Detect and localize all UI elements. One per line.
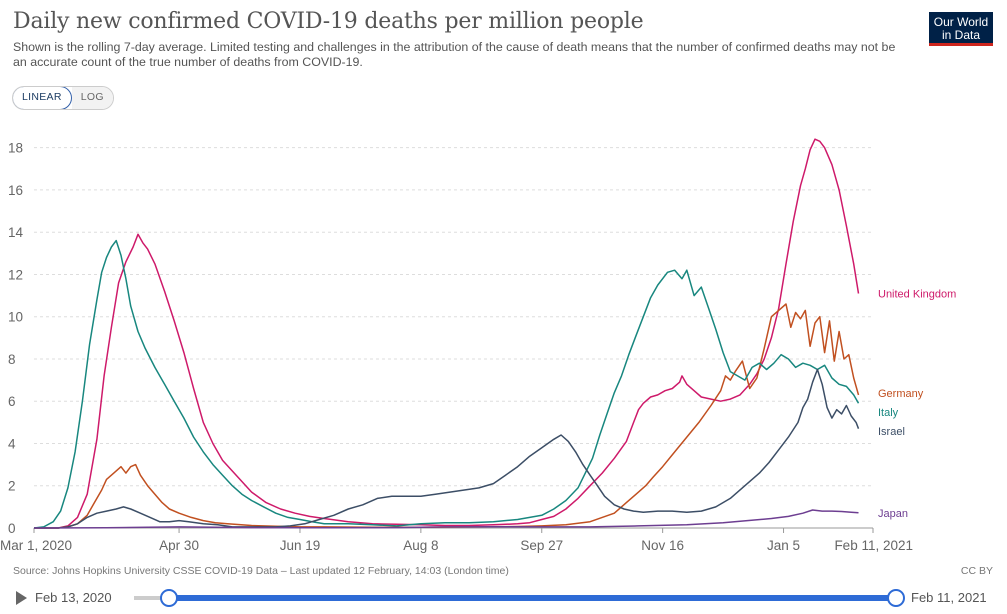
x-tick-label: Aug 8 — [403, 538, 438, 553]
chart-footer: Source: Johns Hopkins University CSSE CO… — [13, 565, 993, 577]
series-line-united-kingdom[interactable] — [34, 138, 860, 529]
y-tick-label: 0 — [8, 521, 16, 536]
y-tick-label: 4 — [8, 436, 16, 451]
timeline-slider: Feb 13, 2020 Feb 11, 2021 — [0, 586, 1007, 610]
timeline-start-label: Feb 13, 2020 — [35, 590, 112, 605]
series-label-israel[interactable]: Israel — [878, 426, 905, 438]
timeline-selected-range — [168, 595, 896, 601]
series-label-layer: United Kingdom Germany Italy Israel Japan — [878, 288, 956, 519]
y-tick-label: 12 — [8, 267, 23, 282]
linear-scale-button[interactable]: LINEAR — [12, 87, 72, 109]
timeline-end-handle[interactable] — [887, 589, 905, 607]
series-layer — [33, 138, 860, 529]
series-label-germany[interactable]: Germany — [878, 388, 924, 400]
x-tick-label: Apr 30 — [159, 538, 199, 553]
x-tick-label: Jan 5 — [767, 538, 800, 553]
logo-line-2: in Data — [941, 28, 981, 42]
series-line-japan[interactable] — [33, 509, 859, 529]
y-tick-label: 2 — [8, 479, 16, 494]
x-tick-label: Sep 27 — [520, 538, 563, 553]
y-tick-label: 14 — [8, 225, 24, 240]
y-tick-label: 6 — [8, 394, 16, 409]
line-chart: 0 2 4 6 8 10 12 14 16 18 Mar 1, 2020 Apr 30 Jun 19 Au… — [0, 138, 956, 553]
play-icon[interactable] — [16, 591, 27, 605]
log-scale-button[interactable]: LOG — [71, 87, 113, 109]
license-link[interactable]: CC BY — [960, 565, 993, 577]
chart-subtitle: Shown is the rolling 7-day average. Limi… — [13, 40, 896, 69]
series-label-japan[interactable]: Japan — [878, 508, 908, 520]
logo-line-1: Our World — [933, 15, 989, 29]
series-label-united-kingdom[interactable]: United Kingdom — [878, 288, 956, 300]
y-tick-label: 8 — [8, 352, 16, 367]
x-tick-label: Nov 16 — [641, 538, 684, 553]
owid-logo[interactable]: Our World in Data — [929, 12, 993, 46]
x-tick-label: Mar 1, 2020 — [0, 538, 72, 553]
series-label-italy[interactable]: Italy — [878, 407, 899, 419]
y-tick-label: 10 — [8, 310, 23, 325]
series-line-italy[interactable] — [33, 239, 860, 529]
timeline-end-label: Feb 11, 2021 — [911, 590, 987, 605]
scale-toggle: LINEAR LOG — [12, 86, 114, 110]
x-tick-label: Jun 19 — [280, 538, 321, 553]
grid-layer: 0 2 4 6 8 10 12 14 16 18 Mar 1, 2020 Apr 30 Jun 19 Au… — [0, 141, 913, 553]
series-line-israel[interactable] — [34, 368, 860, 529]
timeline-start-handle[interactable] — [160, 589, 178, 607]
y-tick-label: 16 — [8, 183, 23, 198]
x-tick-label: Feb 11, 2021 — [834, 538, 913, 553]
y-tick-label: 18 — [8, 141, 23, 156]
source-note: Source: Johns Hopkins University CSSE CO… — [13, 565, 509, 577]
chart-title: Daily new confirmed COVID-19 deaths per … — [13, 9, 644, 34]
